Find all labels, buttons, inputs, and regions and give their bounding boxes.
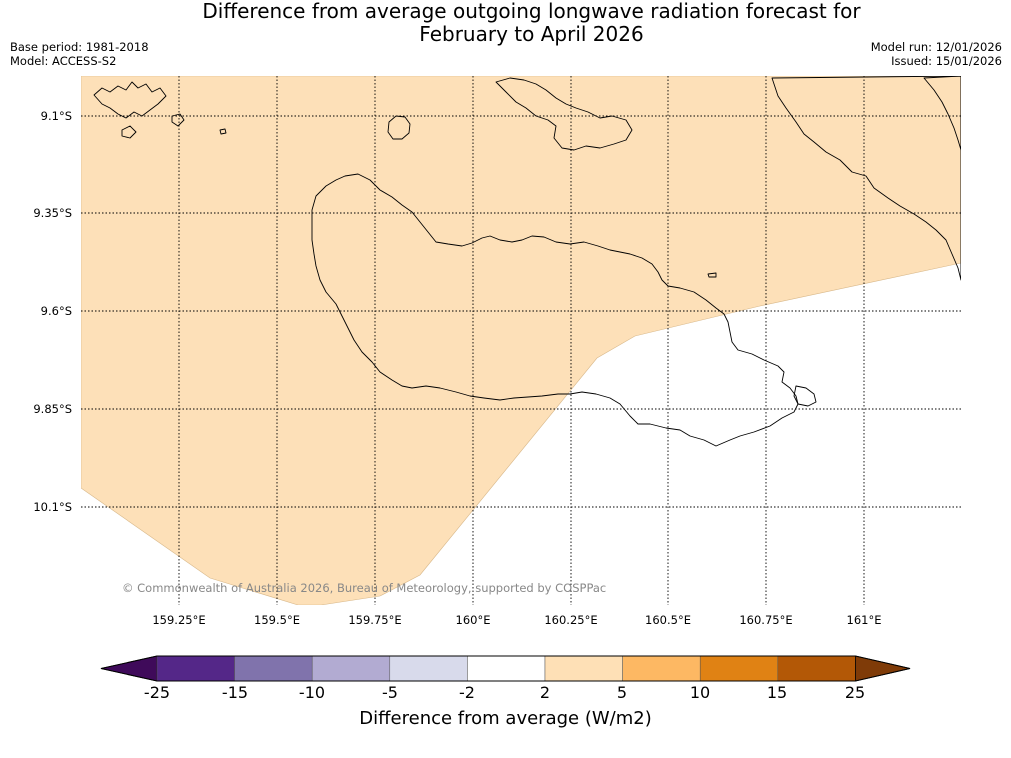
colorbar-tick-label: 15 — [766, 683, 788, 702]
colorbar-segment — [234, 655, 313, 682]
florida-islands-coastline — [495, 77, 633, 151]
colorbar — [100, 655, 911, 682]
map-title: Difference from average outgoing longwav… — [0, 0, 1011, 46]
lon-label-8: 161°E — [846, 613, 882, 627]
lon-label-4: 160°E — [455, 613, 491, 627]
lon-label-7: 160.75°E — [739, 613, 793, 627]
colorbar-extend-high — [855, 655, 911, 682]
lon-label-5: 160.25°E — [544, 613, 598, 627]
colorbar-tick-label: 2 — [539, 683, 551, 702]
colorbar-tick-label: 5 — [616, 683, 628, 702]
russell-islands-coastline — [93, 81, 167, 119]
model-name: Model: ACCESS-S2 — [10, 54, 117, 68]
colorbar-tick-label: -5 — [382, 683, 398, 702]
lon-label-2: 159.5°E — [254, 613, 300, 627]
colorbar-segment — [699, 655, 779, 682]
colorbar-segment — [311, 655, 391, 682]
colorbar-segment — [777, 655, 856, 682]
lat-label-4: 9.85°S — [33, 402, 72, 416]
colorbar-tick-label: -10 — [298, 683, 326, 702]
lon-label-1: 159.25°E — [152, 613, 206, 627]
colorbar-title: Difference from average (W/m2) — [359, 708, 652, 729]
colorbar-tick-label: -2 — [459, 683, 475, 702]
small-island-west-coastline — [171, 113, 185, 127]
ngella-north-coastline — [923, 76, 961, 151]
colorbar-segment — [156, 655, 235, 682]
colorbar-frame — [100, 655, 911, 682]
anomaly-region — [81, 76, 961, 605]
colorbar-extend-low — [100, 655, 158, 682]
lat-label-2: 9.35°S — [33, 206, 72, 220]
colorbar-tick-label: 25 — [844, 683, 866, 702]
russell-islet-coastline — [121, 125, 137, 139]
colorbar-tick-label: -25 — [143, 683, 171, 702]
copyright-notice: © Commonwealth of Australia 2026, Bureau… — [122, 581, 607, 595]
gridlines — [81, 76, 961, 605]
colorbar-segment — [389, 655, 468, 682]
colorbar-tick-label: -15 — [221, 683, 249, 702]
map-layer — [81, 76, 961, 605]
title-line-1: Difference from average outgoing longwav… — [202, 0, 861, 23]
marau-islets-coastline — [793, 385, 817, 407]
lat-label-3: 9.6°S — [40, 304, 72, 318]
base-period: Base period: 1981-2018 — [10, 40, 149, 54]
lon-label-6: 160.5°E — [645, 613, 691, 627]
lon-label-3: 159.75°E — [348, 613, 402, 627]
model-run: Model run: 12/01/2026 — [870, 40, 1002, 54]
colorbar-segment — [467, 655, 546, 682]
meta-left: Base period: 1981-2018 Model: ACCESS-S2 — [10, 40, 149, 68]
malaita-coastline — [771, 76, 961, 281]
colorbar-segment — [622, 655, 701, 682]
guadalcanal-coastline — [311, 173, 799, 447]
savo-island-coastline — [387, 115, 411, 140]
colorbar-tick-label: 10 — [689, 683, 711, 702]
small-islet-coastline — [219, 128, 227, 135]
rock-islet-coastline — [707, 272, 717, 278]
lat-label-1: 9.1°S — [40, 109, 72, 123]
meta-right: Model run: 12/01/2026 Issued: 15/01/2026 — [871, 40, 1002, 68]
colorbar-segment — [544, 655, 623, 682]
lat-label-5: 10.1°S — [33, 500, 72, 514]
issued-date: Issued: 15/01/2026 — [891, 54, 1002, 68]
coastlines — [93, 76, 961, 447]
title-line-2: February to April 2026 — [419, 22, 644, 46]
